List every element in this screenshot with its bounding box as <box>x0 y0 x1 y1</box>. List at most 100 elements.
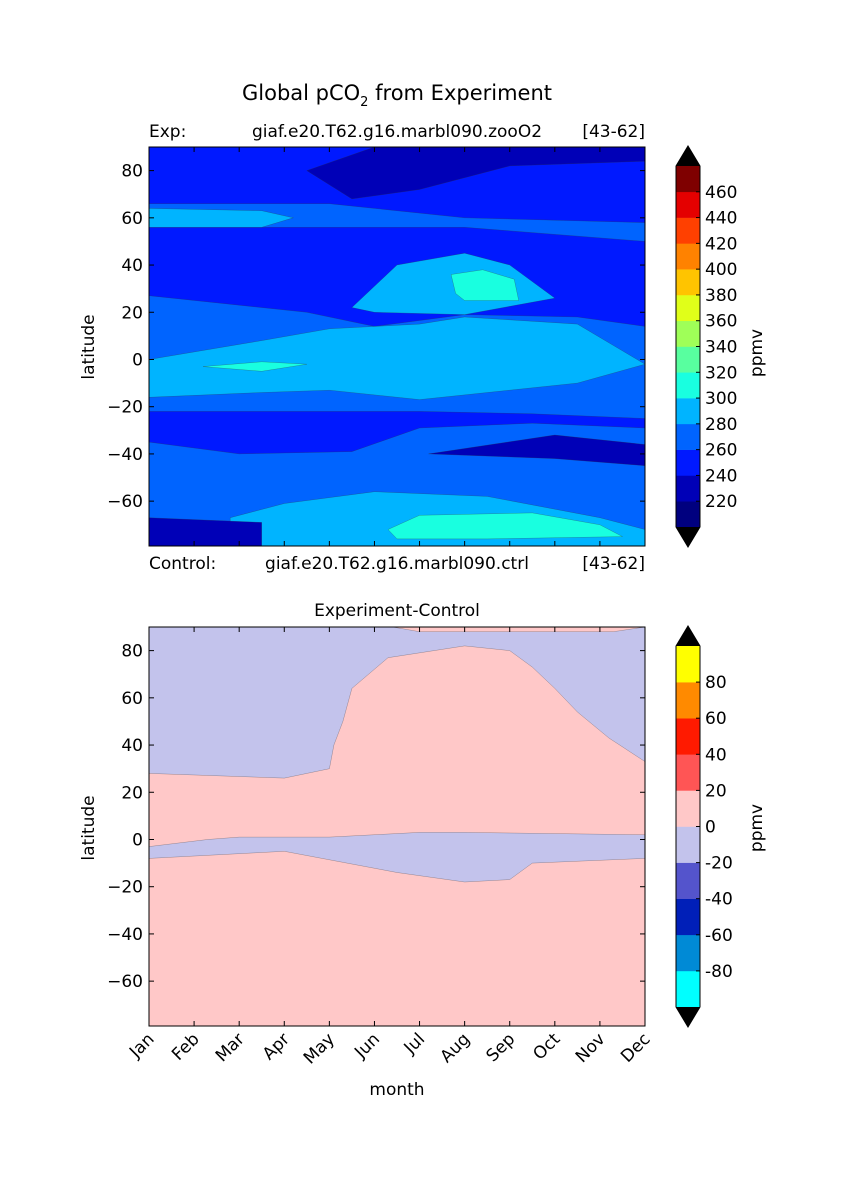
colorbar-segment <box>676 754 700 791</box>
colorbar-min-arrow <box>676 527 700 547</box>
colorbar-segment <box>676 398 700 425</box>
colorbar-tick-label: 340 <box>705 338 737 358</box>
diff-title: Experiment-Control <box>314 601 480 621</box>
control-label: Control: <box>149 554 216 574</box>
bottom-ylabel: latitude <box>79 795 99 860</box>
colorbar-segment <box>676 826 700 863</box>
y-tick-label: 20 <box>121 303 143 323</box>
colorbar-segment <box>676 191 700 218</box>
y-tick-label: −60 <box>107 972 143 992</box>
x-tick-label: May <box>300 1029 339 1068</box>
exp-case: giaf.e20.T62.g16.marbl090.zooO2 <box>252 122 542 142</box>
colorbar-segment <box>676 372 700 399</box>
x-tick-label: Aug <box>437 1029 475 1067</box>
contour-region <box>392 627 645 632</box>
control-case: giaf.e20.T62.g16.marbl090.ctrl <box>265 554 529 574</box>
colorbar-segment <box>676 970 700 1008</box>
colorbar-tick-label: 400 <box>705 260 737 280</box>
colorbar-segment <box>676 898 700 936</box>
colorbar-tick-label: 0 <box>705 818 716 838</box>
contour-region <box>149 208 295 228</box>
contour-region <box>149 316 645 400</box>
top-ylabel: latitude <box>79 314 99 379</box>
colorbar-segment <box>676 862 700 899</box>
colorbar-tick-label: 260 <box>705 441 737 461</box>
colorbar-tick-label: 60 <box>705 709 727 729</box>
contour-region <box>450 269 519 301</box>
bottom-plot-frame <box>148 626 646 1027</box>
colorbar-segment <box>676 166 700 193</box>
y-tick-label: 20 <box>121 783 143 803</box>
colorbar-segment <box>676 718 700 755</box>
x-tick-label: Sep <box>482 1029 519 1066</box>
colorbar-segment <box>676 217 700 244</box>
y-tick-label: 60 <box>121 689 143 709</box>
contour-region <box>428 434 645 466</box>
y-tick-label: 40 <box>121 256 143 276</box>
x-tick-label: Jun <box>350 1029 384 1063</box>
colorbar-segment <box>676 682 700 719</box>
y-tick-label: 0 <box>132 830 143 850</box>
colorbar-max-arrow <box>676 626 700 646</box>
y-tick-label: 80 <box>121 642 143 662</box>
x-tick-label: Oct <box>529 1029 564 1064</box>
colorbar-tick-label: 440 <box>705 209 737 229</box>
colorbar-segment <box>676 423 700 450</box>
colorbar-tick-label: 40 <box>705 745 727 765</box>
colorbar-tick-label: 300 <box>705 389 737 409</box>
colorbar-tick-label: 380 <box>705 286 737 306</box>
colorbar-min-arrow <box>676 1007 700 1027</box>
experiment-colorbar: 220 240 260 280 300 320 340 360 380 400 420 440 460 <box>675 145 737 548</box>
bottom-colorbar-label: ppmv <box>747 804 767 852</box>
exp-label: Exp: <box>149 122 186 142</box>
top-plot-frame <box>148 146 646 547</box>
y-tick-label: 40 <box>121 736 143 756</box>
y-tick-label: 60 <box>121 209 143 229</box>
top-colorbar-label: ppmv <box>747 329 767 377</box>
contour-region <box>306 147 645 200</box>
x-tick-label: Jul <box>400 1029 429 1058</box>
colorbar-tick-label: -80 <box>705 962 733 982</box>
colorbar-tick-label: 240 <box>705 466 737 486</box>
x-tick-label: Jan <box>125 1029 158 1062</box>
x-tick-label: Feb <box>168 1029 203 1064</box>
y-tick-label: −20 <box>107 398 143 418</box>
y-tick-label: −40 <box>107 925 143 945</box>
colorbar-tick-label: -60 <box>705 926 733 946</box>
contour-region <box>149 645 645 847</box>
contour-region <box>387 512 623 540</box>
colorbar-tick-label: 20 <box>705 781 727 801</box>
colorbar-tick-label: 80 <box>705 673 727 693</box>
y-tick-label: 0 <box>132 350 143 370</box>
colorbar-segment <box>676 346 700 373</box>
colorbar-segment <box>676 243 700 270</box>
contour-region <box>149 851 645 1026</box>
bottom-xlabel: month <box>369 1080 424 1100</box>
colorbar-segment <box>676 269 700 296</box>
x-tick-label: Apr <box>259 1029 294 1064</box>
colorbar-segment <box>676 501 700 528</box>
colorbar-frame <box>675 145 701 548</box>
colorbar-segment <box>676 646 700 683</box>
experiment-contour-plot: −60 −40 −20 0 20 40 60 80 latitude <box>79 146 646 547</box>
figure-title: Global pCO2 from Experiment <box>242 81 552 110</box>
y-tick-label: −60 <box>107 492 143 512</box>
control-years: [43-62] <box>582 554 645 574</box>
colorbar-segment <box>676 294 700 322</box>
colorbar-tick-label: 320 <box>705 363 737 383</box>
colorbar-tick-label: 460 <box>705 183 737 203</box>
colorbar-tick-label: 280 <box>705 415 737 435</box>
contour-region <box>203 361 307 372</box>
colorbar-tick-label: -20 <box>705 854 733 874</box>
colorbar-segment <box>676 320 700 347</box>
y-tick-label: −40 <box>107 445 143 465</box>
colorbar-frame <box>675 625 701 1028</box>
colorbar-segment <box>676 449 700 476</box>
contour-region <box>149 517 262 546</box>
x-tick-label: Nov <box>572 1029 610 1067</box>
colorbar-tick-label: -40 <box>705 890 733 910</box>
colorbar-segment <box>676 475 700 502</box>
colorbar-segment <box>676 790 700 827</box>
y-tick-label: 80 <box>121 162 143 182</box>
colorbar-tick-label: 420 <box>705 234 737 254</box>
